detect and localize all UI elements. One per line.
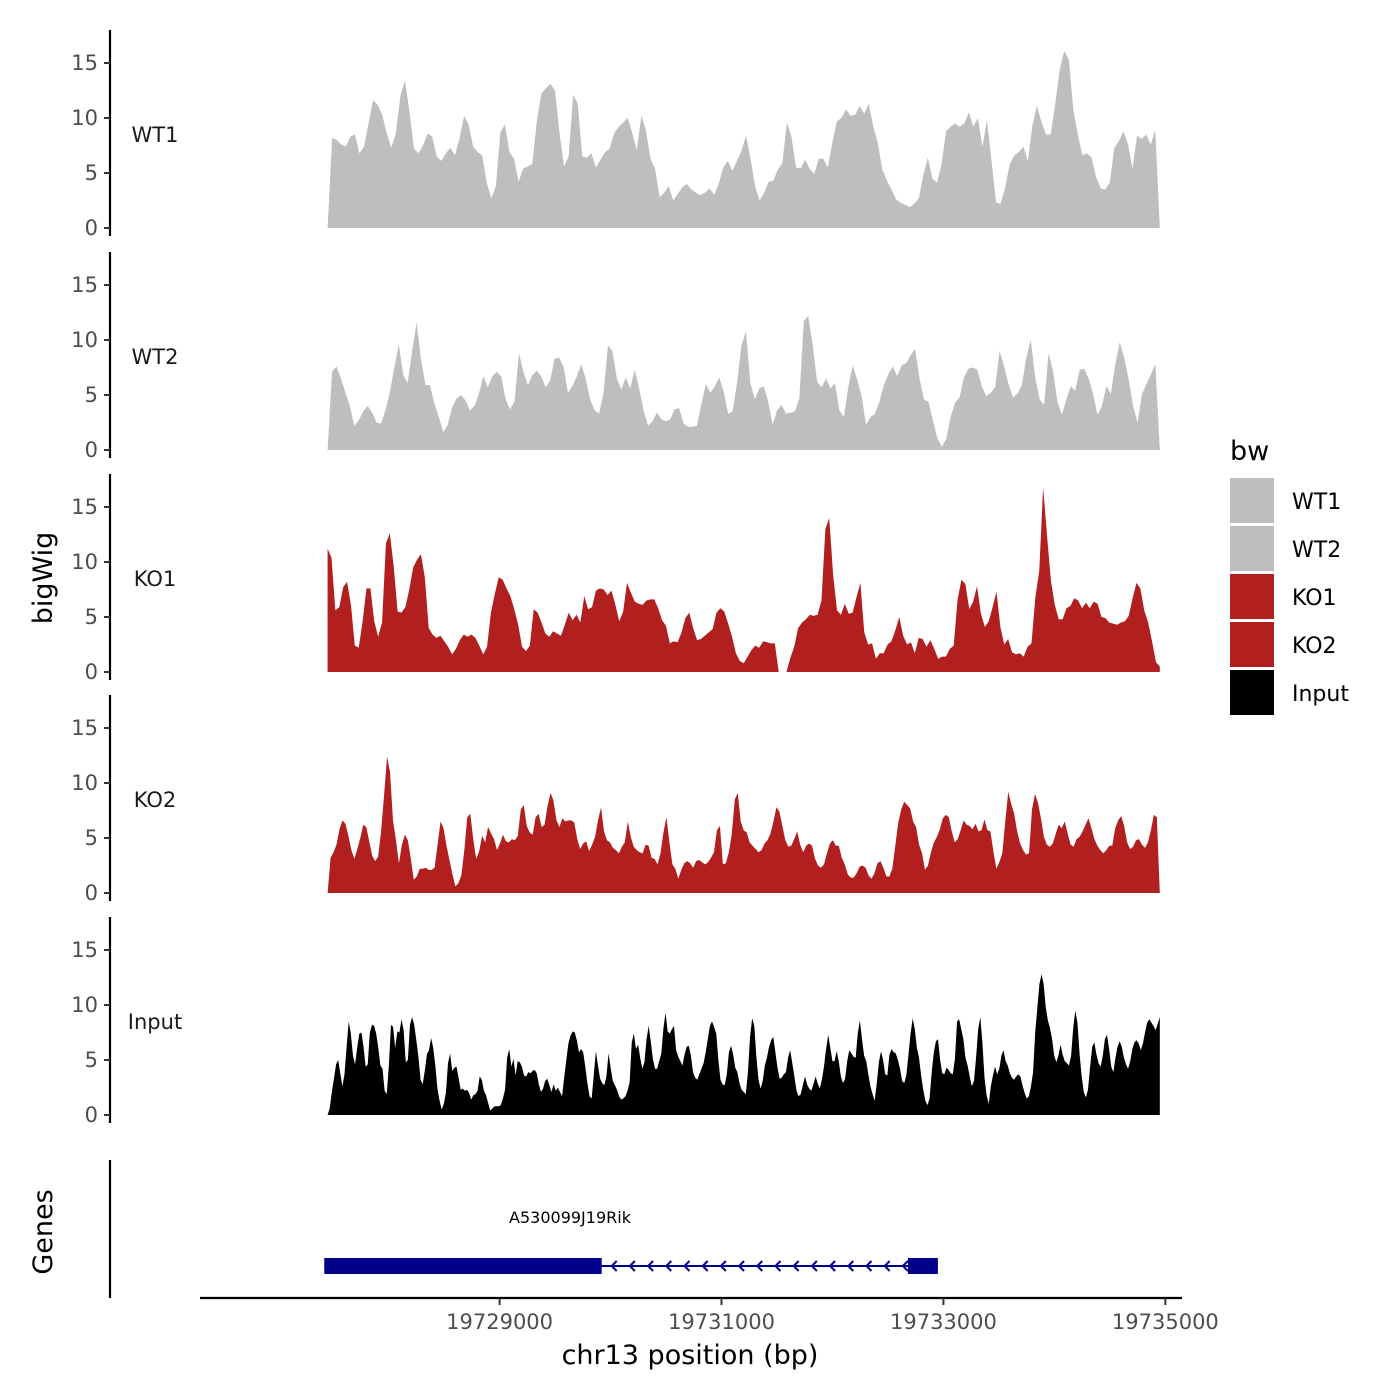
strand-arrow	[792, 1260, 800, 1272]
y-tick-label: 10	[71, 993, 98, 1017]
area-input	[327, 974, 1160, 1115]
area-ko1	[327, 487, 1160, 672]
track-wt1: 0 5 10 15 WT1	[71, 30, 1160, 240]
gene-track-title: Genes	[28, 1189, 59, 1274]
strand-arrow	[901, 1260, 909, 1272]
strand-arrow	[828, 1260, 836, 1272]
track-label-wt2: WT2	[132, 345, 179, 369]
area-wt2	[327, 315, 1160, 450]
legend-label-wt1: WT1	[1292, 490, 1341, 515]
x-tick-label: 19733000	[890, 1310, 997, 1334]
y-tick-label: 15	[71, 716, 98, 740]
y-tick-label: 10	[71, 771, 98, 795]
y-tick-label: 0	[85, 438, 98, 462]
track-input: 0 5 10 15 Input	[71, 917, 1160, 1127]
y-tick-label: 15	[71, 938, 98, 962]
legend: bw WT1 WT2 KO1 KO2 Input	[1230, 436, 1349, 715]
gene-name-label: A530099J19Rik	[509, 1208, 632, 1227]
strand-arrow	[755, 1260, 763, 1272]
x-tick-label: 19729000	[446, 1310, 553, 1334]
y-tick-label: 5	[85, 383, 98, 407]
y-tick-label: 10	[71, 328, 98, 352]
strand-arrow	[701, 1260, 709, 1272]
y-tick-label: 0	[85, 881, 98, 905]
legend-label-ko1: KO1	[1292, 586, 1337, 611]
y-tick-label: 15	[71, 273, 98, 297]
x-tick-label: 19735000	[1112, 1310, 1219, 1334]
exon-block	[907, 1258, 938, 1274]
y-axis-title: bigWig	[28, 532, 59, 625]
track-label-input: Input	[128, 1010, 182, 1034]
strand-arrow	[737, 1260, 745, 1272]
y-tick-label: 10	[71, 550, 98, 574]
y-tick-label: 5	[85, 161, 98, 185]
x-axis: 19729000 19731000 19733000 19735000	[200, 1296, 1219, 1334]
y-tick-label: 10	[71, 106, 98, 130]
track-label-ko2: KO2	[134, 788, 177, 812]
strand-arrow	[683, 1260, 691, 1272]
track-ko1: 0 5 10 15 KO1	[71, 474, 1160, 684]
track-panels: 0 5 10 15 WT1 0 5 10 15 WT2 0 5 10 15 KO1 0 5 10 15 KO2 0 5 10…	[71, 30, 1160, 1127]
y-tick-label: 5	[85, 1048, 98, 1072]
x-tick-label: 19731000	[668, 1310, 775, 1334]
y-tick-label: 15	[71, 51, 98, 75]
track-label-ko1: KO1	[134, 567, 177, 591]
exon-block	[324, 1258, 602, 1274]
strand-arrow	[883, 1260, 891, 1272]
gene-track-panel: A530099J19Rik	[108, 1160, 938, 1298]
strand-arrow	[774, 1260, 782, 1272]
legend-label-input: Input	[1292, 682, 1349, 707]
y-tick-label: 0	[85, 216, 98, 240]
strand-arrow	[628, 1260, 636, 1272]
y-tick-label: 0	[85, 1103, 98, 1127]
y-tick-label: 5	[85, 605, 98, 629]
strand-arrow	[646, 1260, 654, 1272]
track-wt2: 0 5 10 15 WT2	[71, 252, 1160, 462]
legend-swatch-ko1	[1230, 574, 1274, 619]
area-ko2	[327, 756, 1160, 893]
track-label-wt1: WT1	[132, 123, 179, 147]
legend-swatch-wt2	[1230, 526, 1274, 571]
legend-label-ko2: KO2	[1292, 634, 1337, 659]
legend-swatch-wt1	[1230, 478, 1274, 523]
y-tick-label: 5	[85, 826, 98, 850]
legend-swatch-ko2	[1230, 622, 1274, 667]
y-tick-label: 15	[71, 495, 98, 519]
legend-label-wt2: WT2	[1292, 538, 1341, 563]
area-wt1	[327, 50, 1160, 229]
strand-arrow	[719, 1260, 727, 1272]
strand-arrow	[810, 1260, 818, 1272]
strand-arrow	[610, 1260, 618, 1272]
legend-title: bw	[1230, 436, 1269, 467]
y-tick-label: 0	[85, 660, 98, 684]
x-axis-title: chr13 position (bp)	[562, 1340, 819, 1371]
strand-arrow	[846, 1260, 854, 1272]
track-ko2: 0 5 10 15 KO2	[71, 695, 1160, 905]
strand-arrow	[865, 1260, 873, 1272]
legend-swatch-input	[1230, 670, 1274, 715]
strand-arrow	[664, 1260, 672, 1272]
